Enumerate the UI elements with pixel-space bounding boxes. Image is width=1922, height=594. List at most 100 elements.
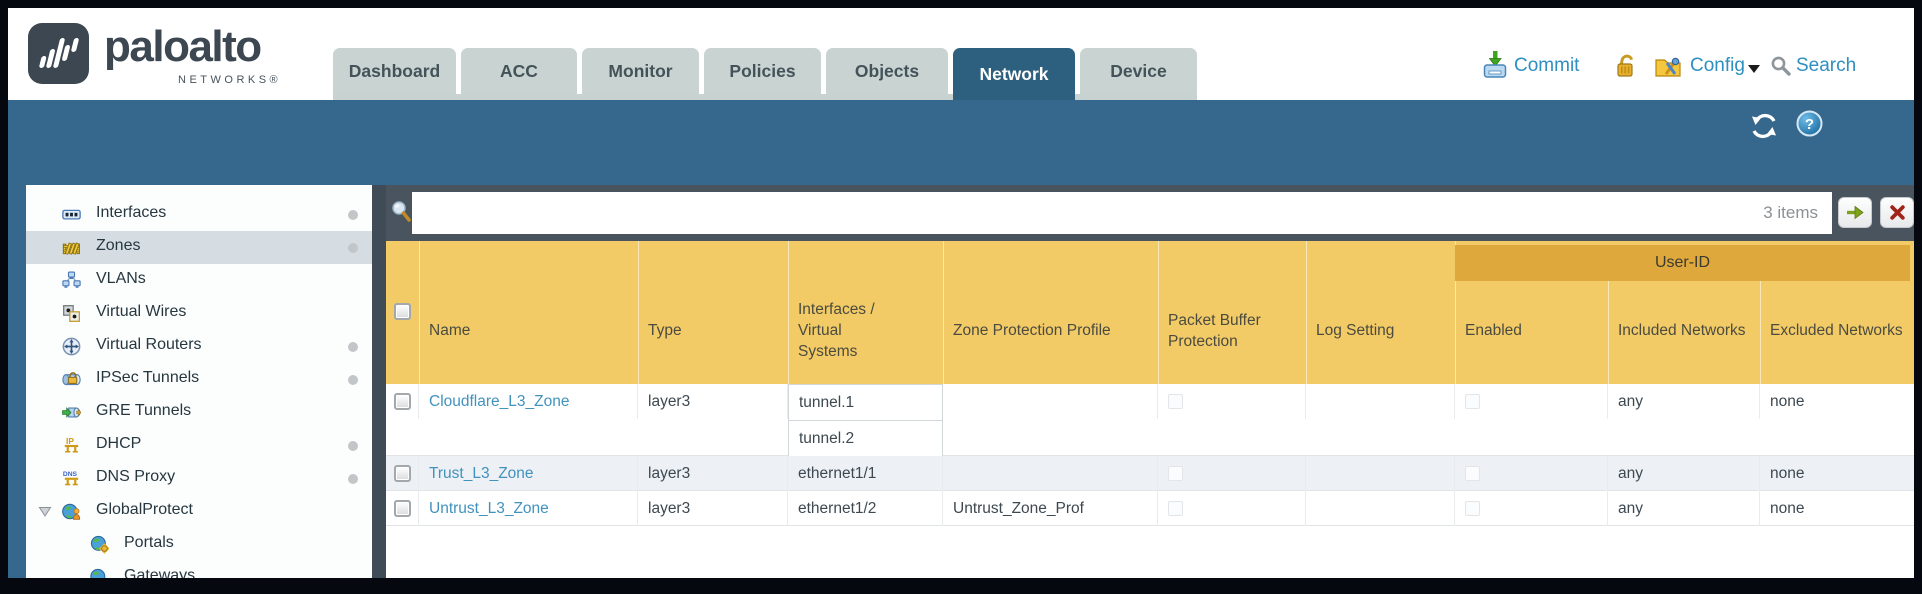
sidebar-item-virtual-wires[interactable]: Virtual Wires: [26, 297, 372, 330]
zone-protection-profile: [943, 456, 1158, 491]
packet-buffer-checkbox: [1168, 466, 1183, 481]
search-button[interactable]: Search: [1796, 55, 1857, 76]
svg-text:DNS: DNS: [63, 471, 78, 478]
logo-subtext: NETWORKS®: [178, 74, 282, 86]
status-dot: [348, 342, 358, 352]
excluded-networks: none: [1770, 499, 1805, 517]
zone-protection-profile: Untrust_Zone_Prof: [943, 491, 1158, 526]
tab-acc[interactable]: ACC: [461, 48, 577, 94]
status-dot: [348, 441, 358, 451]
status-dot: [348, 375, 358, 385]
zone-name-link[interactable]: Trust_L3_Zone: [429, 464, 534, 482]
sidebar-item-vlans[interactable]: VLANs: [26, 264, 372, 297]
sidebar-item-label: Gateways: [124, 567, 196, 578]
select-all-checkbox[interactable]: [394, 303, 411, 320]
column-header-excluded-networks[interactable]: Excluded Networks: [1770, 322, 1903, 340]
tab-monitor[interactable]: Monitor: [582, 48, 699, 94]
user-id-enabled-checkbox: [1465, 501, 1480, 516]
column-header-interfaces[interactable]: Interfaces / Virtual Systems: [798, 301, 875, 360]
log-setting: [1306, 491, 1455, 526]
column-header-log-setting[interactable]: Log Setting: [1316, 322, 1395, 340]
sidebar-item-label: Virtual Routers: [96, 336, 202, 353]
sidebar-item-gateways[interactable]: Gateways: [26, 561, 372, 578]
config-icon[interactable]: [1654, 52, 1684, 80]
column-header-zone-protection[interactable]: Zone Protection Profile: [953, 322, 1111, 340]
column-header-type[interactable]: Type: [648, 322, 682, 340]
sidebar-item-dhcp[interactable]: IP DHCP: [26, 429, 372, 462]
sidebar-item-portals[interactable]: Portals: [26, 528, 372, 561]
row-checkbox[interactable]: [394, 465, 411, 482]
included-networks: any: [1608, 384, 1760, 419]
excluded-networks: none: [1770, 464, 1805, 482]
lock-icon[interactable]: [1614, 52, 1640, 80]
status-dot: [348, 243, 358, 253]
zone-name-link[interactable]: Cloudflare_L3_Zone: [429, 392, 570, 410]
packet-buffer-checkbox: [1168, 501, 1183, 516]
sidebar-item-globalprotect[interactable]: GlobalProtect: [26, 495, 372, 528]
sidebar-item-label: Interfaces: [96, 204, 167, 221]
status-dot: [348, 210, 358, 220]
sidebar-item-label: GlobalProtect: [96, 501, 193, 518]
sidebar-item-dns-proxy[interactable]: DNS DNS Proxy: [26, 462, 372, 495]
zones-table-header: User-ID Name Type Interfaces / Virtual S…: [386, 241, 1914, 384]
table-row: Trust_L3_Zone layer3 ethernet1/1 any non…: [386, 456, 1914, 491]
top-header: paloalto NETWORKS® Dashboard ACC Monitor…: [8, 8, 1914, 100]
globalprotect-icon: [62, 503, 81, 520]
excluded-networks: none: [1770, 392, 1805, 410]
dhcp-icon: IP: [64, 436, 79, 453]
row-checkbox[interactable]: [394, 500, 411, 517]
user-id-enabled-checkbox: [1465, 466, 1480, 481]
green-arrow-icon: [1847, 205, 1864, 220]
interfaces-icon: [62, 209, 81, 220]
log-setting: [1306, 456, 1455, 491]
tab-network[interactable]: Network: [953, 48, 1075, 100]
sidebar-item-label: Zones: [96, 237, 141, 254]
tab-dashboard[interactable]: Dashboard: [333, 48, 456, 94]
included-networks: any: [1608, 491, 1760, 526]
sidebar-item-gre-tunnels[interactable]: GRE Tunnels: [26, 396, 372, 429]
zone-name-link[interactable]: Untrust_L3_Zone: [429, 499, 549, 517]
tab-objects[interactable]: Objects: [826, 48, 948, 94]
column-header-name[interactable]: Name: [429, 322, 471, 340]
gateways-icon: [90, 568, 106, 578]
sidebar-item-interfaces[interactable]: Interfaces: [26, 198, 372, 231]
svg-text:?: ?: [1805, 116, 1814, 133]
config-button[interactable]: Config: [1690, 55, 1745, 76]
column-header-enabled[interactable]: Enabled: [1465, 322, 1522, 340]
row-checkbox[interactable]: [394, 393, 411, 410]
zone-interface: ethernet1/2: [788, 491, 943, 526]
sidebar-item-label: VLANs: [96, 270, 146, 287]
filter-input[interactable]: [412, 192, 1832, 234]
apply-filter-button[interactable]: [1838, 197, 1872, 228]
svg-text:IP: IP: [66, 436, 74, 446]
column-header-packet-buffer[interactable]: Packet Buffer Protection: [1168, 311, 1261, 350]
table-row: Cloudflare_L3_Zone layer3 tunnel.1 tunne…: [386, 384, 1914, 457]
zone-type: layer3: [638, 384, 788, 419]
log-setting: [1306, 384, 1455, 419]
help-icon[interactable]: ?: [1796, 110, 1823, 137]
dns-proxy-icon: DNS: [63, 471, 79, 486]
screen: paloalto NETWORKS® Dashboard ACC Monitor…: [8, 8, 1914, 578]
logo-text: paloalto: [104, 22, 262, 71]
paloalto-logo-icon: [28, 23, 89, 84]
chevron-down-icon[interactable]: [1748, 65, 1760, 73]
network-sidebar: Interfaces Zones: [26, 185, 372, 578]
sidebar-item-label: Virtual Wires: [96, 303, 187, 320]
sidebar-splitter[interactable]: [372, 185, 386, 578]
column-header-included-networks[interactable]: Included Networks: [1618, 322, 1746, 340]
zone-interface: ethernet1/1: [788, 456, 943, 491]
expander-triangle-icon[interactable]: [38, 506, 52, 518]
virtual-wires-icon: [63, 305, 80, 322]
commit-icon[interactable]: [1482, 50, 1508, 80]
sidebar-item-ipsec-tunnels[interactable]: IPSec Tunnels: [26, 363, 372, 396]
refresh-icon[interactable]: [1750, 112, 1778, 140]
commit-button[interactable]: Commit: [1514, 55, 1580, 76]
sidebar-item-virtual-routers[interactable]: Virtual Routers: [26, 330, 372, 363]
tab-device[interactable]: Device: [1080, 48, 1197, 94]
search-icon[interactable]: [1770, 55, 1792, 77]
tab-policies[interactable]: Policies: [704, 48, 821, 94]
virtual-routers-icon: [62, 337, 81, 356]
zone-interface: tunnel.1: [788, 384, 943, 421]
clear-filter-button[interactable]: [1880, 197, 1914, 228]
sidebar-item-zones[interactable]: Zones: [26, 231, 372, 264]
